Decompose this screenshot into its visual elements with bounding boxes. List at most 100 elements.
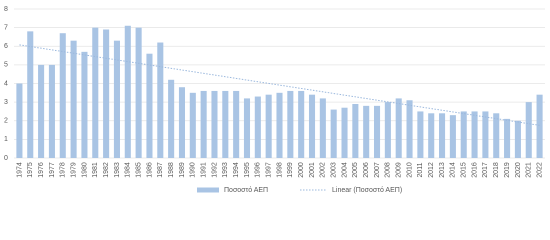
bar xyxy=(384,102,391,158)
bar xyxy=(406,100,413,158)
x-tick-label: 1999 xyxy=(287,162,294,178)
x-tick-label: 1982 xyxy=(103,162,110,178)
bar xyxy=(287,90,294,158)
bar xyxy=(124,25,131,159)
bar xyxy=(233,90,240,158)
x-tick-label: 1977 xyxy=(49,162,56,178)
x-tick-label: 2019 xyxy=(504,162,511,178)
bar xyxy=(514,120,521,158)
x-tick-label: 1976 xyxy=(38,162,45,178)
x-tick-label: 2021 xyxy=(526,162,533,178)
x-tick-label: 1998 xyxy=(276,162,283,178)
x-tick-label: 2017 xyxy=(482,162,489,178)
bar xyxy=(113,40,120,158)
y-tick-label: 5 xyxy=(4,62,8,69)
bar xyxy=(178,87,186,158)
x-tick-label: 1986 xyxy=(146,162,153,178)
x-tick-label: 1993 xyxy=(222,162,229,178)
x-tick-label: 1974 xyxy=(16,162,23,178)
bar xyxy=(319,98,326,158)
x-tick-label: 2016 xyxy=(471,162,478,178)
bar xyxy=(81,51,88,158)
x-tick-label: 2008 xyxy=(385,162,392,178)
y-tick-label: 0 xyxy=(4,155,8,162)
legend-label: Linear (Ποσοστό ΑΕΠ) xyxy=(332,186,402,194)
bar xyxy=(27,31,34,159)
x-tick-label: 2018 xyxy=(493,162,500,178)
x-tick-label: 1984 xyxy=(125,162,132,178)
y-tick-label: 1 xyxy=(4,136,8,143)
x-tick-label: 1996 xyxy=(255,162,262,178)
chart: 0 1 2 3 4 5 6 7 8 1974 1975 1976 1977 1978 1979 1980 198… xyxy=(4,6,545,194)
bar xyxy=(243,98,251,158)
bar xyxy=(428,113,435,158)
bar xyxy=(168,79,175,158)
x-tick-label: 1997 xyxy=(266,162,273,178)
x-tick-label: 2007 xyxy=(374,162,381,178)
bar xyxy=(16,83,23,158)
x-tick-label: 1992 xyxy=(211,162,218,178)
x-tick-label: 1983 xyxy=(114,162,121,178)
bar xyxy=(59,33,66,158)
trendline xyxy=(19,44,540,126)
bar xyxy=(395,98,402,158)
bar xyxy=(157,42,164,158)
bar xyxy=(146,53,153,159)
bar xyxy=(70,40,77,158)
x-tick-label: 2005 xyxy=(352,162,359,178)
x-tick-label: 2000 xyxy=(298,162,305,178)
bar xyxy=(254,96,261,158)
x-tick-label: 2002 xyxy=(320,162,327,178)
bar xyxy=(38,64,45,158)
y-tick-label: 2 xyxy=(4,118,8,125)
x-tick-label: 1975 xyxy=(27,162,34,178)
x-tick-label: 2022 xyxy=(536,162,543,178)
bar xyxy=(189,92,196,158)
bar xyxy=(276,92,283,158)
bar xyxy=(92,27,99,158)
bar xyxy=(449,115,456,158)
bar xyxy=(341,107,348,158)
y-tick-label: 4 xyxy=(4,80,8,87)
x-tick-label: 2010 xyxy=(406,162,413,178)
bar xyxy=(363,105,370,158)
x-tick-label: 2014 xyxy=(450,162,457,178)
x-tick-label: 1980 xyxy=(81,162,88,178)
x-tick-label: 1979 xyxy=(70,162,77,178)
page: {"chart_data": {"type": "bar", "categori… xyxy=(4,5,545,194)
x-tick-label: 1990 xyxy=(190,162,197,178)
x-tick-label: 2015 xyxy=(461,162,468,178)
bar xyxy=(460,111,467,158)
x-tick-label: 2003 xyxy=(331,162,338,178)
bar xyxy=(352,103,359,158)
x-tick-label: 1989 xyxy=(179,162,186,178)
y-tick-label: 6 xyxy=(4,43,8,50)
x-tick-label: 1994 xyxy=(233,162,240,178)
x-tick-label: 2004 xyxy=(341,162,348,178)
bar xyxy=(48,64,55,158)
bar xyxy=(482,111,489,158)
bar xyxy=(103,29,110,158)
bar xyxy=(308,94,316,158)
x-tick-label: 2013 xyxy=(439,162,446,178)
bar xyxy=(222,90,229,158)
x-tick-label: 1987 xyxy=(157,162,164,178)
x-tick-label: 1995 xyxy=(244,162,251,178)
y-tick-label: 8 xyxy=(4,6,8,13)
bar xyxy=(298,90,305,158)
x-tick-label: 2012 xyxy=(428,162,435,178)
bar xyxy=(536,94,543,158)
y-tick-label: 7 xyxy=(4,24,8,31)
bar xyxy=(439,113,446,158)
bar xyxy=(330,109,337,158)
x-tick-label: 2011 xyxy=(417,162,424,177)
bar xyxy=(525,102,532,158)
x-tick-label: 1985 xyxy=(135,162,142,178)
bar xyxy=(417,111,424,158)
bar xyxy=(373,105,381,158)
x-tick-label: 1988 xyxy=(168,162,175,178)
x-tick-label: 2006 xyxy=(363,162,370,178)
bar xyxy=(471,111,478,158)
bar xyxy=(504,118,511,158)
y-tick-label: 3 xyxy=(4,99,8,106)
